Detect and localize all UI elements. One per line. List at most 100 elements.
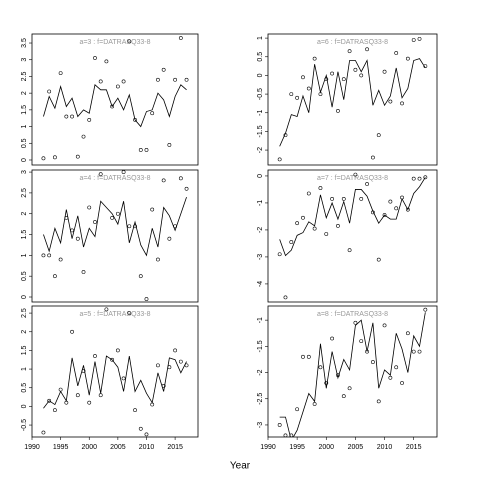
- point: [388, 199, 393, 204]
- y-tick-label: -4: [257, 281, 264, 287]
- point: [58, 71, 63, 75]
- point: [405, 56, 410, 61]
- x-tick-label: 2000: [81, 444, 97, 451]
- point: [301, 215, 305, 220]
- point: [81, 134, 86, 139]
- x-axis-label: Year: [230, 461, 251, 472]
- point: [312, 226, 317, 231]
- y-tick-label: -2: [257, 147, 264, 153]
- point: [138, 426, 143, 431]
- point: [324, 232, 329, 236]
- point: [47, 253, 52, 258]
- y-tick-label: 1: [21, 253, 28, 257]
- point: [382, 213, 387, 217]
- point: [110, 104, 115, 109]
- point: [87, 117, 92, 122]
- x-tick-label: 2005: [348, 444, 364, 451]
- point: [173, 348, 178, 353]
- point: [41, 253, 46, 258]
- y-tick-label: -1.5: [257, 340, 264, 352]
- point: [173, 77, 178, 82]
- x-tick-label: 2015: [406, 444, 422, 451]
- point: [289, 92, 294, 96]
- point: [127, 224, 132, 229]
- point: [156, 363, 160, 368]
- x-tick-label: 1990: [260, 444, 276, 451]
- point: [98, 393, 103, 398]
- panel-title: a=7 : f=DATRASQ33-8: [317, 175, 388, 182]
- point: [41, 430, 46, 435]
- point: [370, 360, 375, 364]
- point: [121, 79, 126, 84]
- point: [104, 59, 109, 64]
- point: [318, 365, 323, 370]
- point: [110, 357, 115, 362]
- point: [178, 176, 183, 181]
- point: [365, 182, 369, 186]
- point: [283, 433, 288, 437]
- y-tick-label: 3.5: [21, 38, 28, 48]
- point: [359, 339, 364, 344]
- point: [93, 354, 97, 358]
- point: [423, 175, 428, 180]
- point: [306, 191, 311, 196]
- y-tick-label: -0.5: [21, 419, 28, 431]
- plot-area: [277, 307, 428, 437]
- point: [289, 240, 294, 244]
- point: [312, 402, 317, 406]
- point: [336, 223, 340, 228]
- y-tick-label: 1.5: [21, 345, 28, 355]
- y-tick-label: 0: [21, 158, 28, 162]
- point: [376, 257, 381, 262]
- point: [306, 354, 311, 359]
- point: [388, 375, 393, 380]
- point: [144, 148, 149, 152]
- point: [47, 89, 52, 94]
- point: [70, 329, 74, 334]
- y-tick-label: 3: [21, 58, 28, 62]
- panel-frame: [31, 169, 199, 303]
- point: [184, 77, 189, 82]
- y-tick-label: 3: [21, 170, 28, 174]
- y-tick-label: 0.5: [21, 383, 28, 393]
- point: [353, 67, 358, 72]
- point: [417, 36, 422, 41]
- panel-frame: [31, 33, 199, 166]
- y-tick-label: -1: [257, 200, 264, 206]
- point: [318, 186, 323, 190]
- point: [394, 365, 399, 370]
- point: [411, 349, 416, 354]
- point: [184, 186, 189, 191]
- point: [150, 111, 155, 116]
- point: [178, 36, 183, 40]
- point: [359, 73, 364, 78]
- point: [370, 155, 375, 160]
- point: [47, 398, 52, 403]
- point: [52, 274, 57, 279]
- y-tick-label: -1: [257, 110, 264, 116]
- point: [133, 224, 137, 229]
- point: [178, 359, 183, 364]
- point: [115, 211, 120, 216]
- point: [64, 114, 69, 119]
- point: [75, 393, 80, 398]
- point: [156, 257, 160, 262]
- point: [156, 77, 160, 82]
- y-tick-label: 1: [257, 36, 264, 40]
- y-tick-label: 1: [21, 125, 28, 129]
- point: [295, 95, 300, 100]
- point: [295, 221, 300, 226]
- line: [43, 196, 187, 257]
- point: [121, 376, 126, 381]
- point: [312, 56, 317, 61]
- point: [365, 47, 369, 52]
- point: [359, 196, 364, 201]
- point: [341, 394, 346, 399]
- point: [347, 386, 352, 391]
- plot-area: [277, 172, 428, 300]
- point: [382, 69, 387, 74]
- x-tick-label: 2010: [377, 444, 393, 451]
- point: [161, 178, 166, 183]
- point: [376, 133, 381, 138]
- point: [388, 99, 393, 104]
